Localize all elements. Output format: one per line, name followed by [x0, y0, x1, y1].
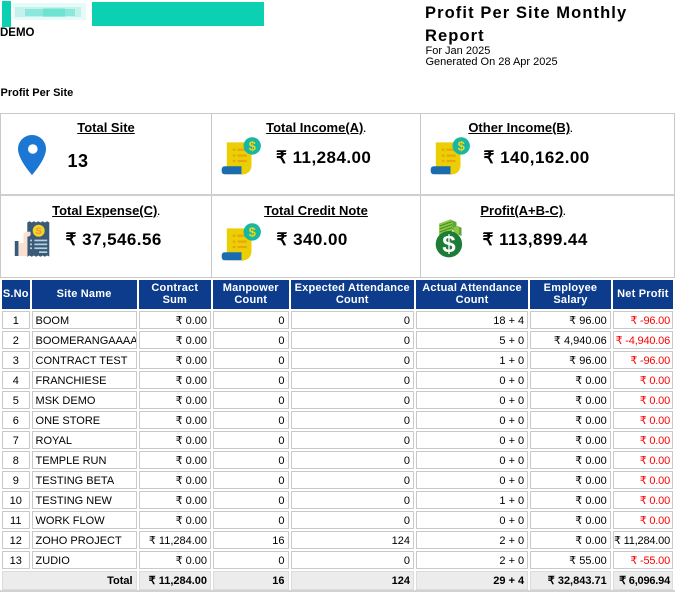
svg-text:$: $	[442, 231, 456, 258]
svg-text:$: $	[249, 139, 257, 154]
svg-text:S: S	[36, 226, 42, 237]
svg-text:$: $	[457, 139, 465, 154]
svg-text:$: $	[249, 225, 257, 240]
